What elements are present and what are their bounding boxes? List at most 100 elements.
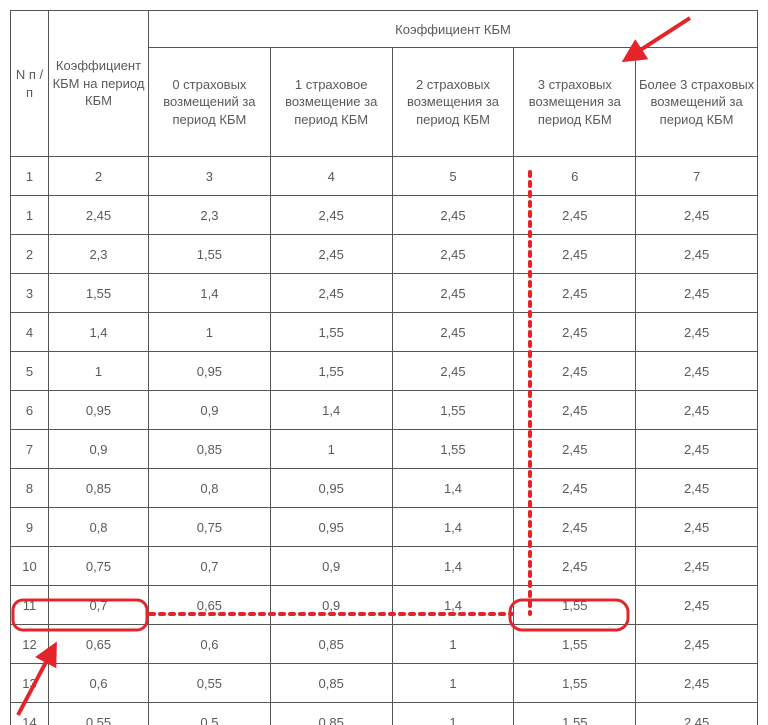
table-cell: 0,9 — [270, 547, 392, 586]
table-row: 31,551,42,452,452,452,45 — [11, 274, 758, 313]
table-cell: 1 — [392, 625, 514, 664]
table-cell: 0,85 — [270, 664, 392, 703]
table-cell: 2,45 — [514, 430, 636, 469]
table-cell: 1,55 — [514, 664, 636, 703]
table-cell: 2,45 — [636, 586, 758, 625]
table-cell: 14 — [11, 703, 49, 725]
table-cell: 2,45 — [636, 508, 758, 547]
table-cell: 2,45 — [514, 508, 636, 547]
table-row: 100,750,70,91,42,452,45 — [11, 547, 758, 586]
table-cell: 11 — [11, 586, 49, 625]
header-1-claim: 1 страховое возмещение за период КБМ — [270, 48, 392, 157]
table-cell: 2,45 — [514, 352, 636, 391]
table-cell: 1 — [11, 157, 49, 196]
table-cell: 1 — [11, 196, 49, 235]
table-cell: 1,55 — [270, 352, 392, 391]
table-cell: 2,45 — [514, 313, 636, 352]
table-cell: 2,45 — [514, 235, 636, 274]
table-row: 510,951,552,452,452,45 — [11, 352, 758, 391]
table-cell: 0,5 — [149, 703, 271, 725]
table-cell: 2,45 — [636, 235, 758, 274]
table-cell: 1,55 — [392, 430, 514, 469]
table-cell: 2,45 — [392, 235, 514, 274]
header-group-kbm: Коэффициент КБМ — [149, 11, 758, 48]
table-cell: 6 — [514, 157, 636, 196]
table-cell: 2,3 — [149, 196, 271, 235]
table-cell: 1,4 — [270, 391, 392, 430]
header-more-3-claims: Более 3 страховых возмещений за период К… — [636, 48, 758, 157]
table-cell: 2,45 — [514, 391, 636, 430]
table-cell: 0,95 — [49, 391, 149, 430]
table-cell: 0,75 — [49, 547, 149, 586]
table-cell: 0,85 — [270, 703, 392, 725]
table-cell: 2,3 — [49, 235, 149, 274]
table-cell: 3 — [149, 157, 271, 196]
table-cell: 2,45 — [270, 274, 392, 313]
table-cell: 0,55 — [49, 703, 149, 725]
table-cell: 0,6 — [149, 625, 271, 664]
table-cell: 2 — [49, 157, 149, 196]
table-row: 41,411,552,452,452,45 — [11, 313, 758, 352]
table-cell: 0,65 — [149, 586, 271, 625]
table-cell: 2,45 — [636, 625, 758, 664]
table-cell: 4 — [270, 157, 392, 196]
table-cell: 0,85 — [270, 625, 392, 664]
table-cell: 1,4 — [149, 274, 271, 313]
table-cell: 2,45 — [636, 391, 758, 430]
table-row: 70,90,8511,552,452,45 — [11, 430, 758, 469]
table-cell: 2,45 — [392, 352, 514, 391]
table-row: 130,60,550,8511,552,45 — [11, 664, 758, 703]
table-cell: 1,55 — [49, 274, 149, 313]
table-cell: 0,65 — [49, 625, 149, 664]
table-cell: 1,4 — [392, 547, 514, 586]
table-cell: 13 — [11, 664, 49, 703]
table-row: 110,70,650,91,41,552,45 — [11, 586, 758, 625]
table-cell: 1,55 — [514, 586, 636, 625]
table-cell: 2,45 — [49, 196, 149, 235]
table-cell: 0,8 — [49, 508, 149, 547]
header-kbm-period: Коэффициент КБМ на период КБМ — [49, 11, 149, 157]
table-cell: 12 — [11, 625, 49, 664]
table-cell: 2,45 — [270, 196, 392, 235]
table-cell: 1,4 — [392, 508, 514, 547]
table-row: 22,31,552,452,452,452,45 — [11, 235, 758, 274]
table-container: N п / п Коэффициент КБМ на период КБМ Ко… — [0, 0, 768, 725]
table-row: 120,650,60,8511,552,45 — [11, 625, 758, 664]
table-cell: 2,45 — [514, 469, 636, 508]
table-cell: 1,4 — [392, 586, 514, 625]
table-cell: 1,55 — [514, 703, 636, 725]
table-row: 1234567 — [11, 157, 758, 196]
table-row: 60,950,91,41,552,452,45 — [11, 391, 758, 430]
table-row: 90,80,750,951,42,452,45 — [11, 508, 758, 547]
table-cell: 0,75 — [149, 508, 271, 547]
table-cell: 10 — [11, 547, 49, 586]
table-cell: 2,45 — [636, 664, 758, 703]
table-cell: 1 — [149, 313, 271, 352]
table-cell: 2,45 — [392, 313, 514, 352]
header-3-claims: 3 страховых возмещения за период КБМ — [514, 48, 636, 157]
table-cell: 2,45 — [636, 352, 758, 391]
table-cell: 5 — [392, 157, 514, 196]
table-cell: 6 — [11, 391, 49, 430]
table-cell: 0,9 — [149, 391, 271, 430]
table-cell: 0,7 — [149, 547, 271, 586]
table-cell: 8 — [11, 469, 49, 508]
table-cell: 0,85 — [49, 469, 149, 508]
table-cell: 2,45 — [636, 469, 758, 508]
header-2-claims: 2 страховых возмещения за период КБМ — [392, 48, 514, 157]
table-cell: 1,55 — [392, 391, 514, 430]
table-cell: 2,45 — [636, 196, 758, 235]
table-cell: 2,45 — [636, 547, 758, 586]
table-cell: 1 — [49, 352, 149, 391]
table-cell: 1,55 — [514, 625, 636, 664]
table-cell: 2,45 — [270, 235, 392, 274]
table-cell: 0,7 — [49, 586, 149, 625]
table-row: 140,550,50,8511,552,45 — [11, 703, 758, 725]
table-cell: 0,9 — [49, 430, 149, 469]
table-cell: 2,45 — [514, 196, 636, 235]
table-cell: 1,55 — [149, 235, 271, 274]
table-cell: 0,8 — [149, 469, 271, 508]
table-cell: 7 — [11, 430, 49, 469]
table-cell: 2,45 — [514, 547, 636, 586]
table-cell: 2,45 — [636, 313, 758, 352]
